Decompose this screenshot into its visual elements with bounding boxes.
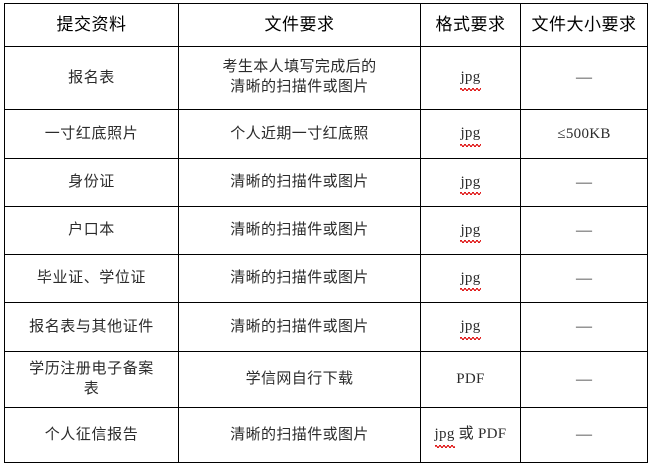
cell-material-name: 学历注册电子备案 表 [4, 351, 179, 408]
cell-size-requirement: — [520, 254, 648, 303]
cell-file-requirement: 清晰的扫描件或图片 [178, 302, 421, 352]
cell-material-name: 报名表 [4, 46, 179, 110]
format-value: jpg [460, 124, 481, 147]
material-name-line-1: 学历注册电子备案 [29, 360, 154, 377]
cell-size-requirement: ≤500KB [520, 109, 648, 159]
cell-material-name: 报名表与其他证件 [4, 302, 179, 352]
size-value: — [576, 173, 592, 191]
table-body: 报名表 考生本人填写完成后的 清晰的扫描件或图片 jpg — 一寸红底照片 个人… [4, 46, 648, 463]
cell-file-requirement: 清晰的扫描件或图片 [178, 206, 421, 255]
material-name-line-2: 表 [83, 380, 100, 397]
column-header-submitted-material: 提交资料 [4, 3, 179, 47]
table-row: 一寸红底照片 个人近期一寸红底照 jpg ≤500KB [4, 109, 648, 159]
table-row: 报名表与其他证件 清晰的扫描件或图片 jpg — [4, 302, 648, 352]
cell-format-requirement: jpg [420, 109, 521, 159]
column-header-format-requirement: 格式要求 [420, 3, 521, 47]
format-value: jpg [460, 269, 481, 292]
cell-size-requirement: — [520, 206, 648, 255]
cell-format-requirement: jpg 或 PDF [420, 407, 521, 463]
cell-material-name: 一寸红底照片 [4, 109, 179, 159]
cell-size-requirement: — [520, 407, 648, 463]
size-value: — [576, 269, 592, 287]
size-value: — [576, 426, 592, 444]
cell-material-name: 个人征信报告 [4, 407, 179, 463]
cell-format-requirement: jpg [420, 206, 521, 255]
cell-format-requirement: jpg [420, 254, 521, 303]
cell-size-requirement: — [520, 46, 648, 110]
format-value-primary: jpg [434, 425, 455, 448]
table-header-row: 提交资料 文件要求 格式要求 文件大小要求 [4, 3, 648, 47]
size-value: — [576, 370, 592, 388]
format-value: jpg [460, 173, 481, 196]
cell-file-requirement: 个人近期一寸红底照 [178, 109, 421, 159]
cell-format-requirement: jpg [420, 302, 521, 352]
cell-format-requirement: PDF [420, 351, 521, 408]
size-value: — [576, 221, 592, 239]
cell-size-requirement: — [520, 302, 648, 352]
size-value: — [576, 69, 592, 87]
table-row: 毕业证、学位证 清晰的扫描件或图片 jpg — [4, 254, 648, 303]
cell-file-requirement: 考生本人填写完成后的 清晰的扫描件或图片 [178, 46, 421, 110]
format-value: jpg [460, 317, 481, 340]
size-value: — [576, 318, 592, 336]
cell-file-requirement: 学信网自行下载 [178, 351, 421, 408]
document-page: 提交资料 文件要求 格式要求 文件大小要求 报名表 考生本人填写完成后的 清晰的… [4, 3, 648, 463]
cell-format-requirement: jpg [420, 158, 521, 207]
table-header: 提交资料 文件要求 格式要求 文件大小要求 [4, 3, 648, 47]
column-header-file-size-requirement: 文件大小要求 [520, 3, 648, 47]
cell-format-requirement: jpg [420, 46, 521, 110]
table-row: 个人征信报告 清晰的扫描件或图片 jpg 或 PDF — [4, 407, 648, 463]
cell-size-requirement: — [520, 351, 648, 408]
table-row: 户口本 清晰的扫描件或图片 jpg — [4, 206, 648, 255]
cell-file-requirement: 清晰的扫描件或图片 [178, 158, 421, 207]
cell-size-requirement: — [520, 158, 648, 207]
file-requirement-line-2: 清晰的扫描件或图片 [230, 79, 369, 95]
cell-file-requirement: 清晰的扫描件或图片 [178, 254, 421, 303]
submission-requirements-table: 提交资料 文件要求 格式要求 文件大小要求 报名表 考生本人填写完成后的 清晰的… [4, 3, 648, 463]
cell-material-name: 身份证 [4, 158, 179, 207]
table-row: 身份证 清晰的扫描件或图片 jpg — [4, 158, 648, 207]
format-value-secondary: 或 PDF [454, 426, 507, 443]
table-row: 报名表 考生本人填写完成后的 清晰的扫描件或图片 jpg — [4, 46, 648, 110]
cell-material-name: 户口本 [4, 206, 179, 255]
format-value: jpg [460, 221, 481, 244]
table-row: 学历注册电子备案 表 学信网自行下载 PDF — [4, 351, 648, 408]
format-value: jpg [460, 68, 481, 91]
column-header-file-requirement: 文件要求 [178, 3, 421, 47]
cell-file-requirement: 清晰的扫描件或图片 [178, 407, 421, 463]
file-requirement-line-1: 考生本人填写完成后的 [222, 59, 377, 76]
cell-material-name: 毕业证、学位证 [4, 254, 179, 303]
